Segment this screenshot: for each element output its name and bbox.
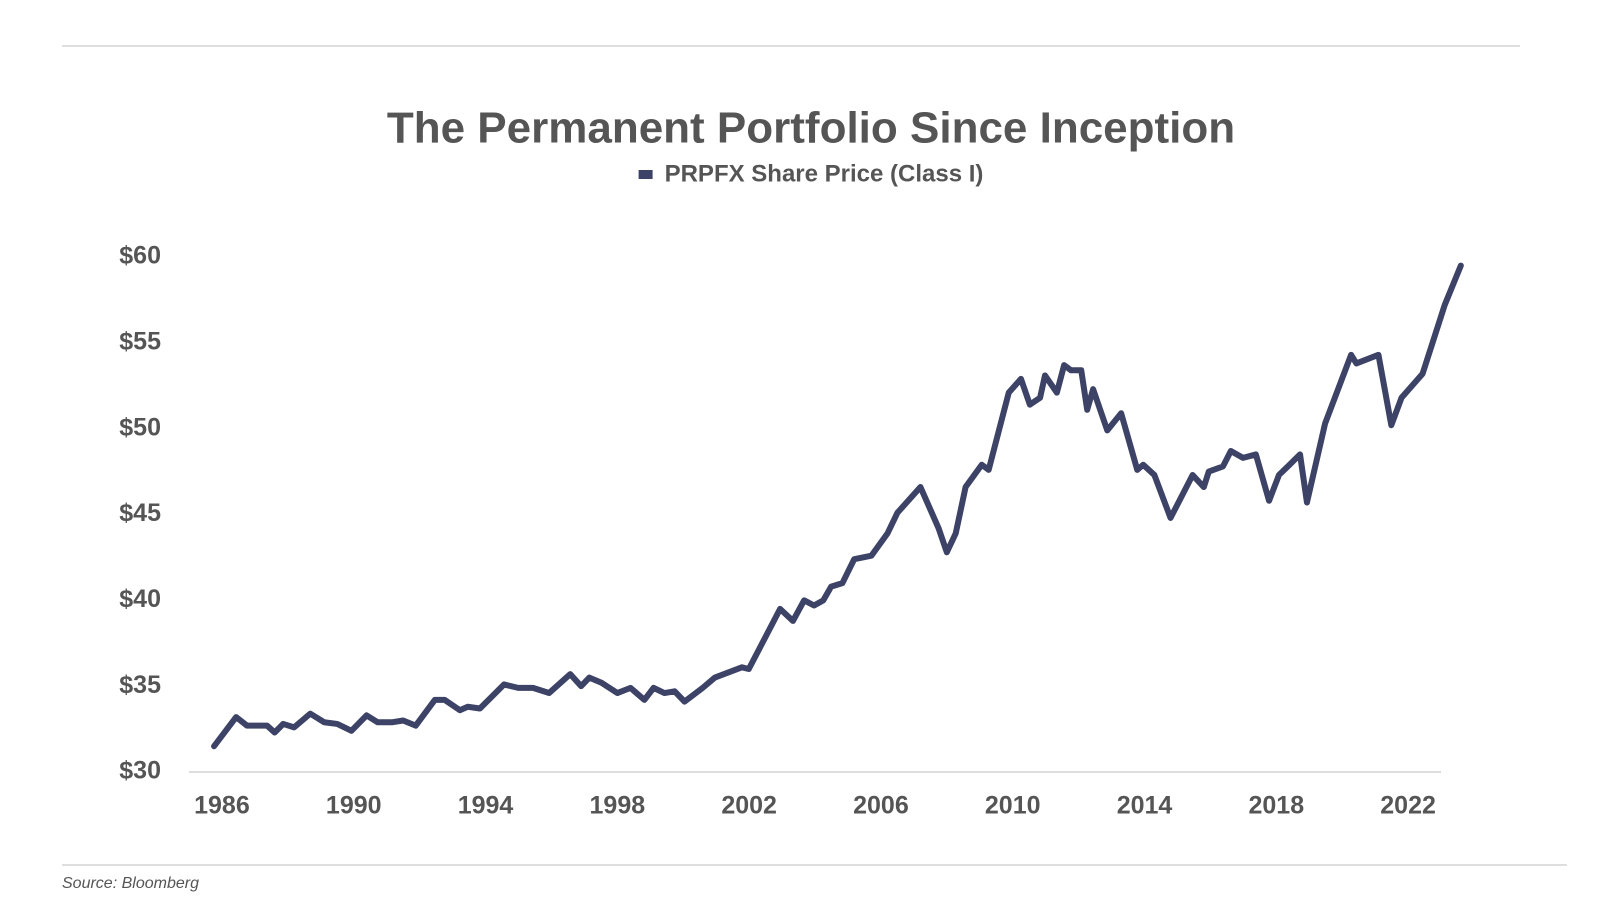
- x-tick-label: 1986: [194, 792, 250, 820]
- x-tick-label: 1998: [590, 792, 646, 820]
- y-tick-label: $45: [119, 499, 161, 527]
- y-tick-label: $50: [119, 413, 161, 441]
- legend-swatch: [638, 170, 653, 179]
- x-tick-label: 1994: [458, 792, 514, 820]
- legend-label: PRPFX Share Price (Class I): [665, 160, 984, 187]
- chart-title: The Permanent Portfolio Since Inception: [387, 104, 1235, 153]
- x-tick-label: 2014: [1117, 792, 1173, 820]
- x-tick-label: 1990: [326, 792, 382, 820]
- x-tick-label: 2018: [1248, 792, 1304, 820]
- x-tick-label: 2010: [985, 792, 1041, 820]
- x-tick-label: 2022: [1380, 792, 1436, 820]
- price-line: [211, 262, 1464, 750]
- y-tick-label: $35: [119, 671, 161, 699]
- y-tick-label: $40: [119, 585, 161, 613]
- source-note: Source: Bloomberg: [62, 875, 199, 892]
- y-tick-label: $30: [119, 757, 161, 785]
- y-tick-label: $55: [119, 327, 161, 355]
- y-tick-label: $60: [119, 242, 161, 270]
- x-tick-label: 2006: [853, 792, 909, 820]
- x-tick-label: 2002: [721, 792, 777, 820]
